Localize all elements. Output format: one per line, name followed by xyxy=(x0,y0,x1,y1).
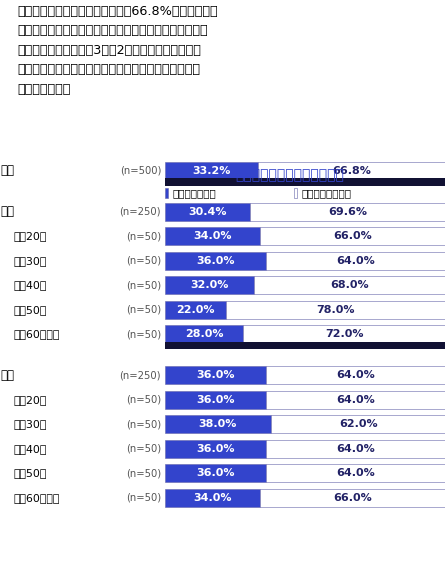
Bar xyxy=(165,489,260,507)
Bar xyxy=(165,439,266,458)
Bar xyxy=(266,391,445,409)
Text: 22.0%: 22.0% xyxy=(176,304,215,315)
Text: 男性50代: 男性50代 xyxy=(13,304,47,315)
Text: 66.0%: 66.0% xyxy=(333,493,372,503)
Bar xyxy=(165,252,266,270)
Bar xyxy=(165,366,266,384)
Bar xyxy=(165,415,271,433)
Text: 女性: 女性 xyxy=(0,369,14,382)
Text: 男性20代: 男性20代 xyxy=(13,231,47,241)
Text: 防犯対策の有無（単一回答）: 防犯対策の有無（単一回答） xyxy=(235,168,344,182)
Text: (n=50): (n=50) xyxy=(126,419,161,429)
Text: (n=50): (n=50) xyxy=(126,468,161,478)
Text: 36.0%: 36.0% xyxy=(196,468,235,478)
Text: 36.0%: 36.0% xyxy=(196,395,235,405)
Text: 36.0%: 36.0% xyxy=(196,370,235,380)
Text: 64.0%: 64.0% xyxy=(336,256,375,266)
Text: 32.0%: 32.0% xyxy=(190,280,229,290)
Bar xyxy=(165,227,260,245)
Text: 64.0%: 64.0% xyxy=(336,370,375,380)
Bar xyxy=(255,276,445,294)
Text: 64.0%: 64.0% xyxy=(336,443,375,454)
Text: 68.0%: 68.0% xyxy=(330,280,369,290)
Text: 男性40代: 男性40代 xyxy=(13,280,47,290)
Bar xyxy=(165,391,266,409)
Text: (n=50): (n=50) xyxy=(126,395,161,405)
Text: (n=500): (n=500) xyxy=(120,166,161,176)
Bar xyxy=(165,301,227,319)
Bar xyxy=(266,464,445,482)
Text: (n=50): (n=50) xyxy=(126,329,161,339)
Text: 30.4%: 30.4% xyxy=(188,206,227,217)
Text: 78.0%: 78.0% xyxy=(316,304,355,315)
Text: 男性60代以上: 男性60代以上 xyxy=(13,329,60,339)
Text: 62.0%: 62.0% xyxy=(339,419,377,429)
Text: 36.0%: 36.0% xyxy=(196,443,235,454)
Bar xyxy=(165,188,168,198)
Text: (n=250): (n=250) xyxy=(120,206,161,217)
Bar xyxy=(243,325,445,343)
Text: (n=50): (n=50) xyxy=(126,280,161,290)
Bar xyxy=(165,342,445,349)
Text: 34.0%: 34.0% xyxy=(193,493,231,503)
Bar xyxy=(165,162,258,180)
Text: 対策をしていない: 対策をしていない xyxy=(301,188,351,198)
Text: 66.8%: 66.8% xyxy=(332,166,371,176)
Bar xyxy=(258,162,445,180)
Text: 64.0%: 64.0% xyxy=(336,395,375,405)
Text: 男性: 男性 xyxy=(0,205,14,218)
Text: 防犯対策の有無を聞いたところ、66.8%が「防犯対策
をしていない」と回答。今後の治安の悪化、犯罪増加の
可能性を感じつつも、3人に2人以上が実際には対策
を講: 防犯対策の有無を聞いたところ、66.8%が「防犯対策 をしていない」と回答。今後… xyxy=(18,5,218,96)
Text: 女性40代: 女性40代 xyxy=(13,443,47,454)
Text: (n=250): (n=250) xyxy=(120,370,161,380)
Text: 69.6%: 69.6% xyxy=(328,206,367,217)
Bar xyxy=(165,464,266,482)
Text: 36.0%: 36.0% xyxy=(196,256,235,266)
Bar xyxy=(266,366,445,384)
Bar xyxy=(260,489,445,507)
Bar xyxy=(294,188,297,198)
Text: 64.0%: 64.0% xyxy=(336,468,375,478)
Bar xyxy=(266,439,445,458)
Bar xyxy=(227,301,445,319)
Bar xyxy=(266,252,445,270)
Text: 33.2%: 33.2% xyxy=(192,166,231,176)
Text: (n=50): (n=50) xyxy=(126,304,161,315)
Text: 38.0%: 38.0% xyxy=(199,419,237,429)
Text: 全体: 全体 xyxy=(0,164,14,177)
Bar xyxy=(260,227,445,245)
Text: 34.0%: 34.0% xyxy=(193,231,231,241)
Bar xyxy=(165,202,250,221)
Bar xyxy=(271,415,445,433)
Text: 66.0%: 66.0% xyxy=(333,231,372,241)
Bar xyxy=(165,276,255,294)
Text: (n=50): (n=50) xyxy=(126,443,161,454)
Text: (n=50): (n=50) xyxy=(126,256,161,266)
Bar xyxy=(250,202,445,221)
Text: 女性50代: 女性50代 xyxy=(13,468,47,478)
Text: 男性30代: 男性30代 xyxy=(13,256,47,266)
Text: 対策をしている: 対策をしている xyxy=(172,188,216,198)
Text: 女性60代以上: 女性60代以上 xyxy=(13,493,60,503)
Text: (n=50): (n=50) xyxy=(126,493,161,503)
Bar xyxy=(165,178,445,185)
Text: 28.0%: 28.0% xyxy=(185,329,223,339)
Text: 女性30代: 女性30代 xyxy=(13,419,47,429)
Text: 女性20代: 女性20代 xyxy=(13,395,47,405)
Text: (n=50): (n=50) xyxy=(126,231,161,241)
Text: 72.0%: 72.0% xyxy=(325,329,363,339)
Bar xyxy=(165,325,243,343)
